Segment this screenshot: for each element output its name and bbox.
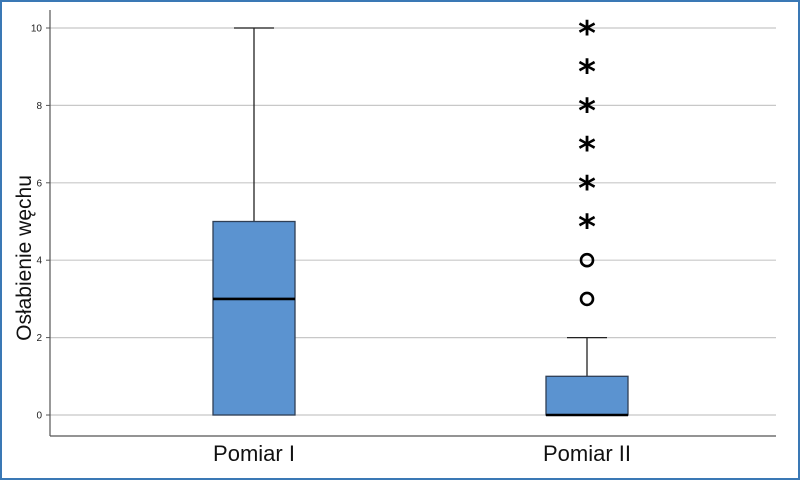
extreme-asterisk: * — [578, 130, 596, 170]
y-tick-label: 4 — [36, 256, 42, 267]
grid-lines — [50, 27, 776, 416]
outlier-markers: ****** — [578, 14, 596, 307]
iqr-box — [545, 375, 629, 416]
y-tick-label: 8 — [36, 101, 42, 112]
y-tick-label: 2 — [36, 333, 42, 344]
extreme-asterisk: * — [578, 14, 596, 54]
category-label: Pomiar I — [213, 441, 295, 466]
box-1 — [212, 27, 296, 416]
extreme-asterisk: * — [578, 208, 596, 248]
category-label: Pomiar II — [543, 441, 631, 466]
y-tick-label: 6 — [36, 178, 42, 189]
boxes — [212, 27, 629, 417]
y-tick-label: 0 — [36, 411, 42, 422]
box-2 — [545, 336, 629, 417]
y-tick-label: 10 — [31, 24, 43, 35]
outlier-circle — [579, 291, 595, 307]
iqr-box — [212, 220, 296, 416]
outlier-circle — [579, 252, 595, 268]
y-tick-labels: 0 2 4 6 8 10 — [31, 24, 43, 422]
axes — [46, 10, 776, 437]
extreme-asterisk: * — [578, 169, 596, 209]
y-axis-title: Osłabienie węchu — [13, 175, 36, 341]
category-labels: Pomiar I Pomiar II — [213, 441, 631, 466]
extreme-asterisk: * — [578, 91, 596, 131]
extreme-asterisk: * — [578, 53, 596, 93]
